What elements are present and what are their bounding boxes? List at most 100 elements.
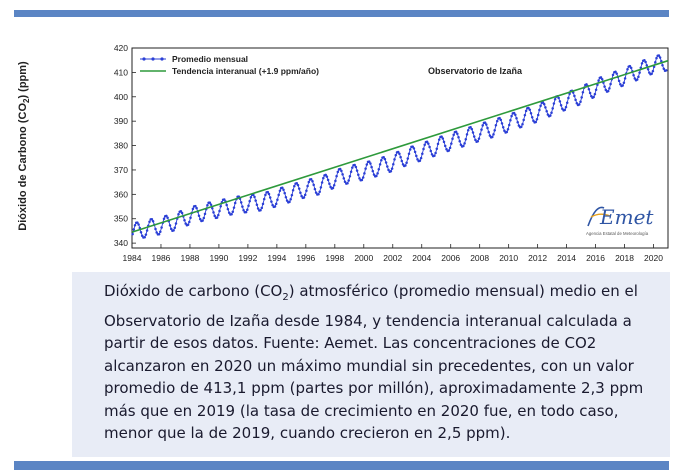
monthly-mean-point [173, 226, 177, 230]
monthly-mean-point [230, 212, 233, 216]
monthly-mean-point [319, 186, 323, 189]
monthly-mean-point [580, 96, 583, 99]
monthly-mean-point [303, 193, 307, 197]
monthly-mean-point [646, 68, 650, 71]
monthly-mean-point [427, 142, 430, 145]
monthly-mean-point [423, 143, 426, 146]
y-tick-label: 360 [114, 189, 128, 199]
monthly-mean-point [332, 183, 336, 187]
y-tick-label: 340 [114, 238, 128, 248]
monthly-mean-point [492, 133, 495, 136]
monthly-mean-point [151, 219, 155, 223]
monthly-mean-point [334, 179, 337, 183]
monthly-mean-point [393, 158, 396, 161]
monthly-mean-point [629, 66, 633, 70]
monthly-mean-point [418, 159, 422, 162]
monthly-mean-point [534, 120, 538, 124]
monthly-mean-point [425, 140, 429, 144]
monthly-mean-point [256, 207, 260, 210]
monthly-mean-point [369, 162, 372, 165]
monthly-mean-point [421, 152, 424, 156]
monthly-mean-point [536, 113, 540, 117]
aemet-logo: Emet Agencia Estatal de Meteorología [586, 205, 654, 236]
monthly-mean-point [148, 220, 151, 224]
monthly-mean-point [144, 233, 148, 236]
monthly-mean-point [262, 197, 266, 201]
x-tick-label: 1990 [209, 253, 228, 263]
monthly-mean-point [331, 186, 335, 190]
monthly-mean-point [249, 195, 253, 199]
monthly-mean-point [390, 167, 394, 170]
x-tick-label: 2012 [528, 253, 547, 263]
monthly-mean-point [169, 227, 173, 231]
co2-chart: 340 350 360 370 380 390 400 410 420 1984 1986 1988 1… [114, 43, 669, 263]
monthly-mean-point [493, 128, 496, 132]
monthly-mean-point [406, 157, 410, 160]
monthly-mean-point [306, 184, 309, 188]
monthly-mean-point [150, 217, 154, 221]
caption-box: Dióxido de carbono (CO2) atmosférico (pr… [72, 272, 670, 457]
monthly-mean-point [608, 87, 611, 90]
chart-legend: Promedio mensual Tendencia interanual (+1… [140, 54, 319, 76]
monthly-mean-point [621, 84, 624, 87]
monthly-mean-point [558, 100, 562, 103]
monthly-mean-point [155, 231, 158, 234]
monthly-mean-point [271, 203, 274, 207]
monthly-mean-point [364, 167, 367, 170]
monthly-mean-point [470, 127, 474, 131]
monthly-mean-point [479, 133, 482, 136]
monthly-mean-point [411, 145, 414, 148]
monthly-mean-point [317, 192, 320, 196]
monthly-mean-point [336, 170, 340, 174]
monthly-mean-point [267, 192, 271, 196]
monthly-mean-point [260, 206, 264, 210]
monthly-mean-point [476, 139, 480, 143]
monthly-mean-point [466, 128, 470, 132]
monthly-mean-point [145, 229, 149, 232]
x-tick-label: 1986 [152, 253, 171, 263]
monthly-mean-point [500, 122, 504, 125]
monthly-mean-point [635, 78, 639, 81]
monthly-mean-point [341, 173, 344, 176]
monthly-mean-point [139, 230, 143, 234]
monthly-mean-point [131, 232, 134, 236]
monthly-mean-point [622, 81, 626, 85]
monthly-mean-point [261, 202, 265, 206]
y-tick-label: 390 [114, 116, 128, 126]
monthly-mean-point [132, 228, 136, 231]
monthly-mean-point [538, 108, 541, 112]
monthly-mean-point [212, 211, 215, 214]
monthly-mean-point [195, 206, 198, 210]
monthly-mean-point [375, 174, 378, 178]
monthly-mean-point [459, 143, 463, 146]
y-tick-label: 420 [114, 43, 128, 53]
monthly-mean-point [197, 214, 201, 217]
monthly-mean-point [254, 199, 257, 202]
monthly-mean-point [464, 137, 468, 141]
monthly-mean-point [400, 159, 404, 163]
monthly-mean-point [136, 221, 139, 224]
monthly-mean-point [194, 204, 197, 208]
monthly-mean-point [434, 151, 437, 155]
monthly-mean-point [494, 124, 498, 127]
monthly-mean-point [285, 199, 289, 202]
chart-axes: 340 350 360 370 380 390 400 410 420 1984 1986 1988 1… [114, 43, 669, 263]
monthly-mean-point [448, 146, 452, 150]
monthly-mean-point [523, 113, 527, 117]
monthly-mean-point [137, 223, 140, 226]
monthly-mean-point [314, 191, 318, 194]
monthly-mean-point [529, 111, 533, 115]
monthly-mean-point [377, 167, 381, 171]
monthly-mean-point [458, 139, 461, 143]
monthly-mean-point [180, 211, 184, 215]
caption-rest: Observatorio de Izaña desde 1984, y tend… [104, 311, 644, 443]
monthly-mean-point [273, 205, 277, 208]
monthly-mean-point [311, 180, 314, 183]
monthly-mean-point [651, 69, 655, 73]
monthly-mean-point [380, 158, 383, 162]
monthly-mean-point [312, 183, 315, 187]
monthly-mean-point [394, 153, 398, 157]
monthly-mean-point [157, 232, 161, 236]
monthly-mean-point [305, 189, 308, 192]
monthly-mean-point [501, 126, 505, 129]
